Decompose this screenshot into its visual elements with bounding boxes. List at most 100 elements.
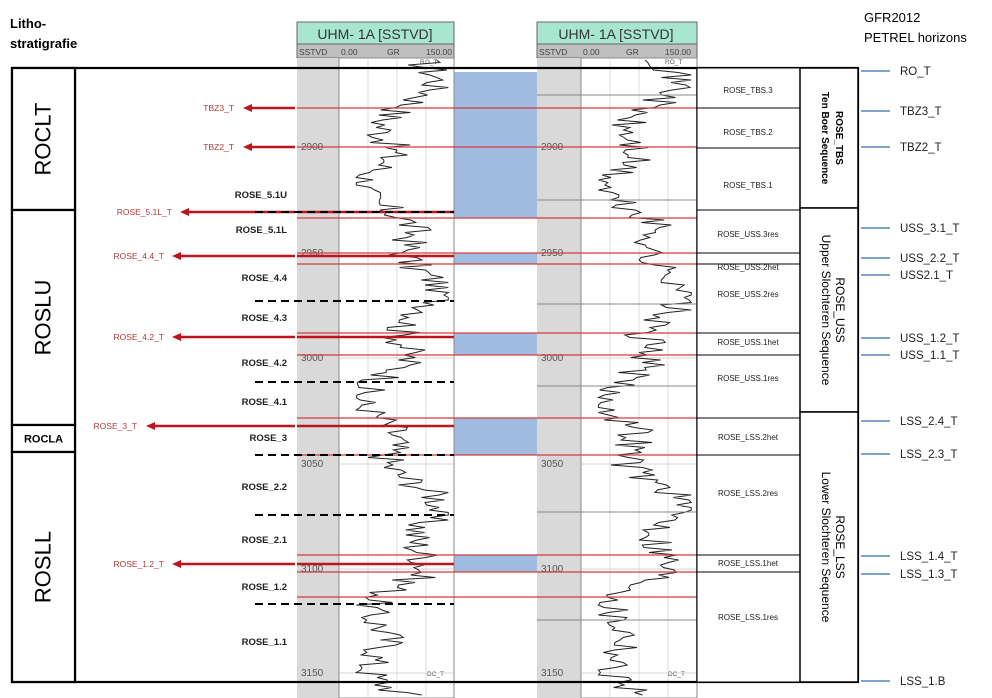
- unit-label: ROSE_4.3: [242, 313, 287, 324]
- zone-box-1: [696, 107, 801, 149]
- unit-label: ROSE_2.1: [242, 535, 288, 546]
- unit-label: ROSE_1.1: [242, 637, 288, 648]
- overlay: TBZ3_T TBZ2_T ROSE_5.1L_T ROSE_4.4_T ROSE_4.…: [94, 94, 697, 621]
- litho-box-3: [10, 450, 77, 684]
- red-marker-arrowhead: [172, 333, 181, 341]
- zone-label: ROSE_USS.3res: [717, 230, 778, 239]
- zone-box-3: [696, 209, 801, 254]
- depth-label-log2: 3150: [541, 668, 564, 679]
- zone-box-11: [696, 571, 801, 683]
- depth-label-log2: 3050: [541, 459, 564, 470]
- red-marker-arrowhead: [243, 143, 252, 151]
- zone-label: ROSE_TBS.1: [723, 181, 773, 190]
- fill-band-between-3: [454, 418, 537, 455]
- unit-label: ROSE_3: [250, 433, 288, 444]
- horizon-label: LSS_1.3_T: [900, 569, 958, 581]
- log-panel-1: UHM- 1A [SSTVD] SSTVD 0.00 GR 150.00 RO_…: [296, 21, 455, 698]
- zone-label: ROSE_USS.2het: [717, 263, 779, 272]
- sequence-code: ROSE_USS: [833, 277, 847, 342]
- horizon-label: USS_3.1_T: [900, 223, 959, 235]
- log-2-h-max: 150.00: [665, 47, 691, 57]
- zone-label: ROSE_LSS.1het: [718, 559, 779, 568]
- zone-column: ROSE_TBS.3 ROSE_TBS.2 ROSE_TBS.1 ROSE_USS.3…: [696, 67, 801, 683]
- depth-label-log1: 3050: [301, 459, 324, 470]
- fill-band-between-1: [454, 253, 537, 264]
- depth-label-log1: 3000: [301, 353, 324, 364]
- red-marker-arrowhead: [172, 560, 181, 568]
- unit-label: ROSE_1.2: [242, 582, 287, 593]
- red-marker-arrowhead: [146, 422, 155, 430]
- zone-box-2: [696, 147, 801, 211]
- horizon-label: USS_1.1_T: [900, 350, 959, 362]
- log-2-h-min: 0.00: [583, 47, 600, 57]
- red-marker-label: ROSE_4.2_T: [113, 332, 164, 342]
- zone-label: ROSE_LSS.2res: [718, 489, 778, 498]
- zone-label: ROSE_USS.1het: [717, 338, 779, 347]
- litho-box-1: [10, 208, 77, 427]
- horizon-label: TBZ2_T: [900, 142, 942, 154]
- sequence-box-2: [799, 411, 859, 683]
- unit-label: ROSE_5.1U: [235, 190, 287, 201]
- gr-curve-log2: [596, 59, 693, 696]
- depth-label-log2: 3100: [541, 564, 564, 575]
- horizon-label: TBZ3_T: [900, 106, 942, 118]
- zone-box-7: [696, 354, 801, 419]
- sequence-name: Upper Slochteren Sequence: [819, 235, 833, 386]
- unit-label: ROSE_2.2: [242, 482, 287, 493]
- zone-label: ROSE_LSS.2het: [718, 433, 779, 442]
- horizon-label: LSS_1.B: [900, 676, 946, 688]
- sequence-name: Lower Slochteren Sequence: [819, 472, 833, 623]
- horizon-label: USS_2.2_T: [900, 253, 959, 265]
- log-1-title: UHM- 1A [SSTVD]: [317, 26, 432, 42]
- red-marker-arrowhead: [172, 252, 181, 260]
- log-1-top-marker: RO_T: [420, 59, 437, 66]
- unit-label: ROSE_4.1: [242, 397, 288, 408]
- litho-box-0: [10, 66, 77, 212]
- log-2-h-sstvd: SSTVD: [539, 47, 567, 57]
- fill-band-between-4: [454, 555, 537, 572]
- horizon-label: USS_1.2_T: [900, 333, 959, 345]
- depth-label-log2: 3000: [541, 353, 564, 364]
- fill-band-between-0: [454, 72, 537, 218]
- litho-label-rocla: ROCLA: [24, 434, 63, 446]
- unit-label: ROSE_5.1L: [236, 225, 287, 236]
- header-litho-2: stratigrafie: [10, 36, 77, 51]
- header-litho-1: Litho-: [10, 16, 46, 31]
- red-marker-arrowhead: [180, 208, 189, 216]
- horizon-label: LSS_2.4_T: [900, 416, 958, 428]
- log-1-bot-marker: DC_T: [427, 671, 444, 678]
- log-1-h-min: 0.00: [341, 47, 358, 57]
- red-marker-label: TBZ3_T: [203, 103, 234, 113]
- log-1-depth-track: [297, 58, 339, 698]
- sequence-code: ROSE_TBS: [833, 111, 844, 165]
- horizon-label: LSS_2.3_T: [900, 449, 958, 461]
- sequence-column: Ten Boer Sequence ROSE_TBS Upper Slochtere…: [799, 67, 859, 683]
- header-gfr-2: PETREL horizons: [864, 30, 967, 45]
- log-1-h-sstvd: SSTVD: [299, 47, 327, 57]
- fill-band-between-2: [454, 333, 537, 355]
- sequence-name: Ten Boer Sequence: [819, 92, 830, 185]
- zone-box-9: [696, 454, 801, 556]
- sequence-code: ROSE_LSS: [833, 515, 847, 578]
- horizon-labels: RO_T TBZ3_T TBZ2_T USS_3.1_T USS_2.2_T USS2.1…: [861, 66, 959, 688]
- gr-curve-log1: [354, 59, 450, 696]
- horizon-label: USS2.1_T: [900, 270, 953, 282]
- red-marker-label: ROSE_1.2_T: [113, 559, 164, 569]
- zone-box-5: [696, 263, 801, 334]
- log-1-h-max: 150.00: [426, 47, 452, 57]
- horizon-label: RO_T: [900, 66, 931, 78]
- zone-label: ROSE_LSS.1res: [718, 613, 778, 622]
- zone-label: ROSE_USS.2res: [717, 290, 778, 299]
- red-marker-arrowhead: [243, 104, 252, 112]
- log-2-h-gr: GR: [626, 47, 639, 57]
- litho-label-roslu: ROSLU: [31, 280, 56, 356]
- horizon-label: LSS_1.4_T: [900, 551, 958, 563]
- litho-label-rosll: ROSLL: [31, 531, 56, 603]
- log-2-depth-track: [537, 58, 581, 698]
- log-panel-2: UHM- 1A [SSTVD] SSTVD 0.00 GR 150.00 RO_…: [536, 21, 698, 698]
- depth-label-log1: 3150: [301, 668, 324, 679]
- red-marker-label: ROSE_4.4_T: [113, 251, 164, 261]
- unit-label: ROSE_4.2: [242, 358, 287, 369]
- log-1-h-gr: GR: [387, 47, 400, 57]
